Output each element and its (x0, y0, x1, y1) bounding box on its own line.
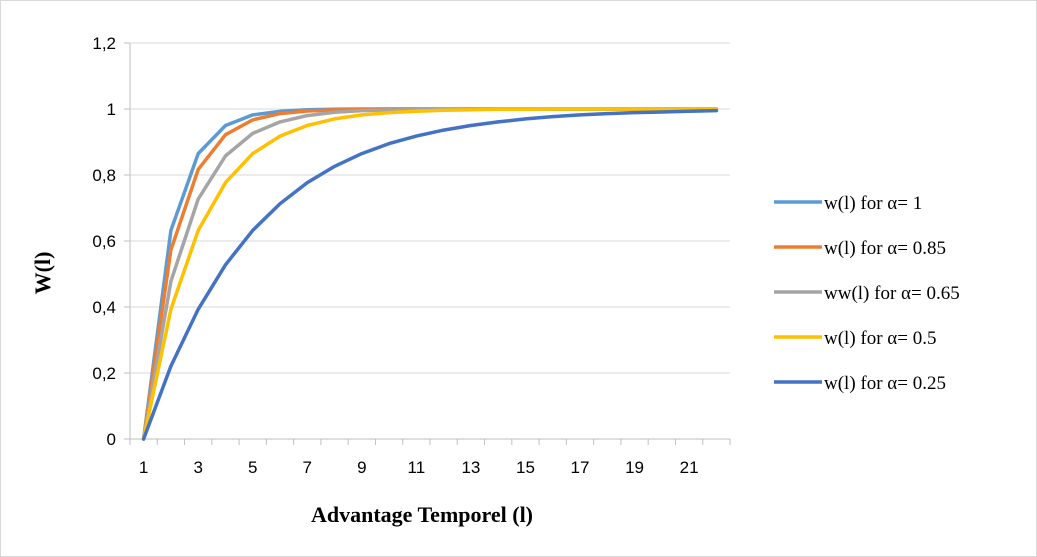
legend: w(l) for α= 1 w(l) for α= 0.85 ww(l) for α… (774, 193, 960, 394)
x-tick-label: 17 (571, 458, 590, 477)
y-tick-label: 0 (107, 430, 116, 449)
x-tick-label: 7 (303, 458, 312, 477)
x-tick-label: 11 (408, 458, 426, 477)
x-tick-label: 1 (139, 458, 148, 477)
y-axis-title: W(l) (30, 252, 55, 295)
gridlines (130, 42, 730, 374)
y-tick-label: 1 (107, 100, 116, 119)
y-tick-label: 0,6 (92, 232, 116, 251)
y-tick-labels: 0 0,2 0,4 0,6 0,8 1 1,2 (92, 34, 116, 449)
x-tick-label: 19 (625, 458, 644, 477)
y-tick-label: 0,8 (92, 166, 116, 185)
x-tick-label: 21 (680, 458, 699, 477)
series-line (141, 108, 719, 441)
x-axis-title: Advantage Temporel (l) (311, 502, 533, 527)
series-line (141, 107, 719, 441)
legend-label: w(l) for α= 1 (824, 193, 922, 214)
x-tick-label: 9 (357, 458, 366, 477)
series-line (141, 107, 719, 441)
legend-label: w(l) for α= 0.5 (824, 328, 936, 349)
legend-label: w(l) for α= 0.25 (824, 373, 946, 394)
legend-label: w(l) for α= 0.85 (824, 238, 946, 259)
axes (124, 42, 731, 445)
series-lines (141, 107, 719, 441)
y-tick-label: 0,4 (92, 298, 116, 317)
x-tick-label: 5 (248, 458, 257, 477)
x-tick-label: 3 (193, 458, 202, 477)
x-tick-label: 13 (461, 458, 480, 477)
y-tick-label: 1,2 (92, 34, 116, 53)
x-tick-labels: 1 3 5 7 9 11 13 15 17 19 21 (139, 458, 699, 477)
y-tick-label: 0,2 (92, 364, 116, 383)
legend-label: ww(l) for α= 0.65 (824, 283, 960, 304)
series-line (141, 107, 719, 441)
x-tick-label: 15 (516, 458, 535, 477)
series-line (141, 107, 719, 441)
